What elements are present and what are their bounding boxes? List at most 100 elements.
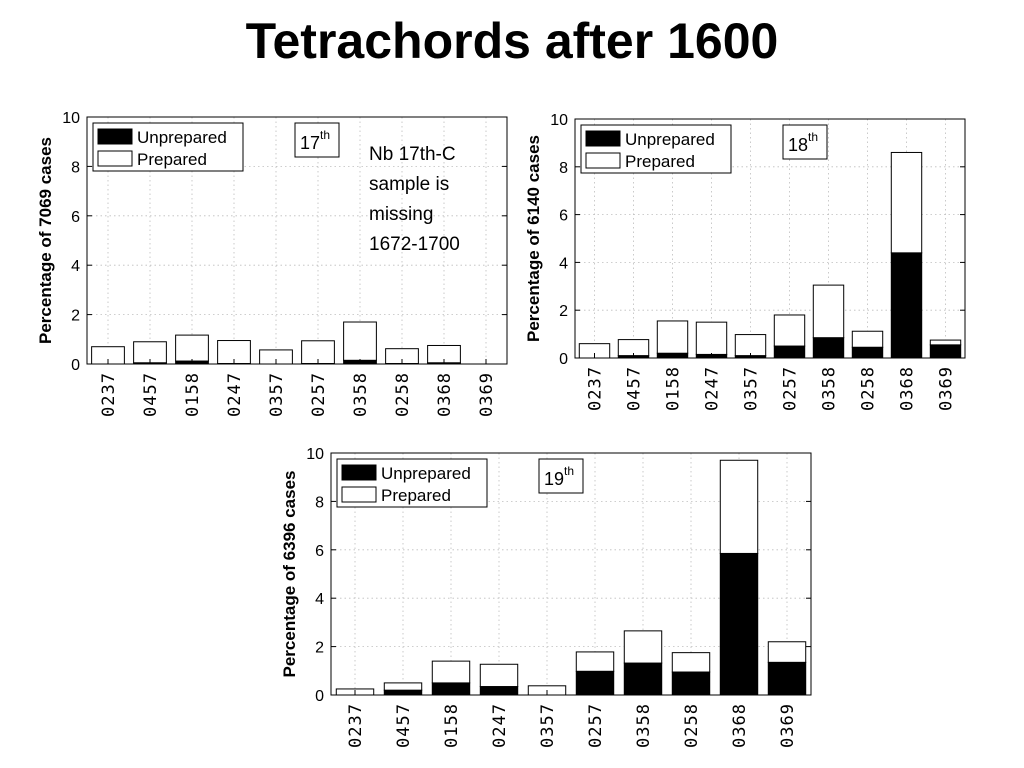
axes-frame	[86, 116, 508, 365]
legend-label-prepared: Prepared	[381, 486, 451, 505]
legend-swatch-prepared	[585, 152, 621, 169]
x-tick-label: 0368	[435, 372, 455, 417]
century-suffix: th	[564, 464, 574, 478]
bar-unprepared-0368	[890, 252, 923, 359]
x-tick-label: 0368	[730, 703, 750, 748]
bar-prepared-0247	[695, 321, 728, 355]
y-tick-label: 8	[71, 159, 80, 176]
x-tick-label: 0358	[351, 372, 371, 417]
axes-frame	[574, 118, 966, 359]
y-axis-label: Percentage of 7069 cases	[36, 137, 55, 344]
x-tick-label: 0457	[141, 372, 161, 417]
bar-prepared-0358	[623, 630, 663, 664]
bar-prepared-0257	[575, 651, 615, 672]
y-tick-label: 4	[315, 591, 324, 608]
x-tick-label: 0357	[742, 366, 762, 411]
x-tick-label: 0257	[586, 703, 606, 748]
bar-prepared-0358	[812, 284, 845, 339]
bar-prepared-0158	[431, 660, 471, 684]
x-tick-label: 0357	[267, 372, 287, 417]
y-tick-label: 10	[550, 112, 568, 129]
x-tick-label: 0258	[393, 372, 413, 417]
century-number: 19	[544, 469, 564, 489]
x-tick-label: 0237	[99, 372, 119, 417]
legend-label-prepared: Prepared	[625, 152, 695, 171]
century-number: 18	[788, 135, 808, 155]
bar-prepared-0257	[773, 314, 806, 347]
bar-prepared-0158	[175, 334, 209, 362]
x-tick-label: 0368	[898, 366, 918, 411]
legend-label-unprepared: Unprepared	[381, 464, 471, 483]
x-tick-label: 0357	[538, 703, 558, 748]
bar-prepared-0369	[767, 641, 807, 663]
x-tick-label: 0237	[346, 703, 366, 748]
x-tick-label: 0158	[664, 366, 684, 411]
x-tick-label: 0257	[781, 366, 801, 411]
legend-label-prepared: Prepared	[137, 150, 207, 169]
chart-19th-century: 0 2 4 6 8 10 0237 0457 0158 0247 0357 0257 0358 0258 0…	[280, 446, 812, 748]
axes-frame	[330, 452, 812, 696]
x-tick-label: 0358	[820, 366, 840, 411]
y-tick-label: 10	[306, 446, 324, 463]
legend-swatch-unprepared	[97, 128, 133, 145]
x-tick-label: 0257	[309, 372, 329, 417]
x-tick-label: 0158	[442, 703, 462, 748]
y-tick-label: 2	[559, 303, 568, 320]
y-tick-label: 0	[315, 688, 324, 705]
y-tick-label: 0	[71, 357, 80, 374]
century-number: 17	[300, 133, 320, 153]
century-box	[782, 124, 828, 160]
bar-prepared-0369	[929, 339, 962, 346]
y-tick-label: 2	[315, 640, 324, 657]
x-tick-label: 0247	[703, 366, 723, 411]
bar-prepared-0368	[890, 151, 923, 254]
bar-unprepared-0369	[767, 661, 807, 696]
y-tick-label: 8	[559, 160, 568, 177]
bar-prepared-0247	[479, 663, 519, 688]
y-tick-label: 8	[315, 494, 324, 511]
bar-prepared-0258	[851, 330, 884, 348]
x-tick-label: 0258	[682, 703, 702, 748]
century-box	[294, 122, 340, 158]
x-tick-label: 0158	[183, 372, 203, 417]
y-tick-label: 0	[559, 351, 568, 368]
x-tick-label: 0369	[477, 372, 497, 417]
bar-prepared-0357	[734, 334, 767, 357]
legend-swatch-unprepared	[341, 464, 377, 481]
y-axis-label: Percentage of 6140 cases	[524, 135, 543, 342]
century-box	[538, 458, 584, 494]
century-suffix: th	[808, 130, 818, 144]
sample-note: Nb 17th-C sample is missing 1672-1700	[369, 144, 460, 255]
bar-prepared-0457	[383, 682, 423, 691]
y-tick-label: 6	[315, 543, 324, 560]
chart-17th-century: 0 2 4 6 8 10 0237 0457 0158 0247 0357 0257 0358 0258 0…	[36, 110, 508, 417]
y-tick-label: 2	[71, 308, 80, 325]
chart-18th-century: 0 2 4 6 8 10 0237 0457 0158 0247 0357 0257 0358 0258 0…	[524, 112, 966, 411]
legend-swatch-unprepared	[585, 130, 621, 147]
legend-swatch-prepared	[97, 150, 133, 167]
bar-prepared-0358	[343, 321, 377, 361]
y-tick-label: 10	[62, 110, 80, 127]
legend-label-unprepared: Unprepared	[625, 130, 715, 149]
y-tick-label: 4	[559, 255, 568, 272]
y-tick-label: 6	[559, 208, 568, 225]
x-tick-label: 0258	[859, 366, 879, 411]
slide-title: Tetrachords after 1600	[245, 13, 779, 69]
legend: Unprepared Prepared	[336, 458, 488, 508]
x-tick-label: 0457	[394, 703, 414, 748]
century-suffix: th	[320, 128, 330, 142]
legend-label-unprepared: Unprepared	[137, 128, 227, 147]
x-tick-label: 0247	[225, 372, 245, 417]
y-tick-label: 4	[71, 258, 80, 275]
y-tick-label: 6	[71, 209, 80, 226]
legend: Unprepared Prepared	[92, 122, 244, 172]
x-tick-label: 0369	[778, 703, 798, 748]
y-axis-label: Percentage of 6396 cases	[280, 471, 299, 678]
x-tick-label: 0369	[937, 366, 957, 411]
x-tick-label: 0457	[625, 366, 645, 411]
x-tick-label: 0358	[634, 703, 654, 748]
bar-prepared-0258	[671, 652, 711, 673]
